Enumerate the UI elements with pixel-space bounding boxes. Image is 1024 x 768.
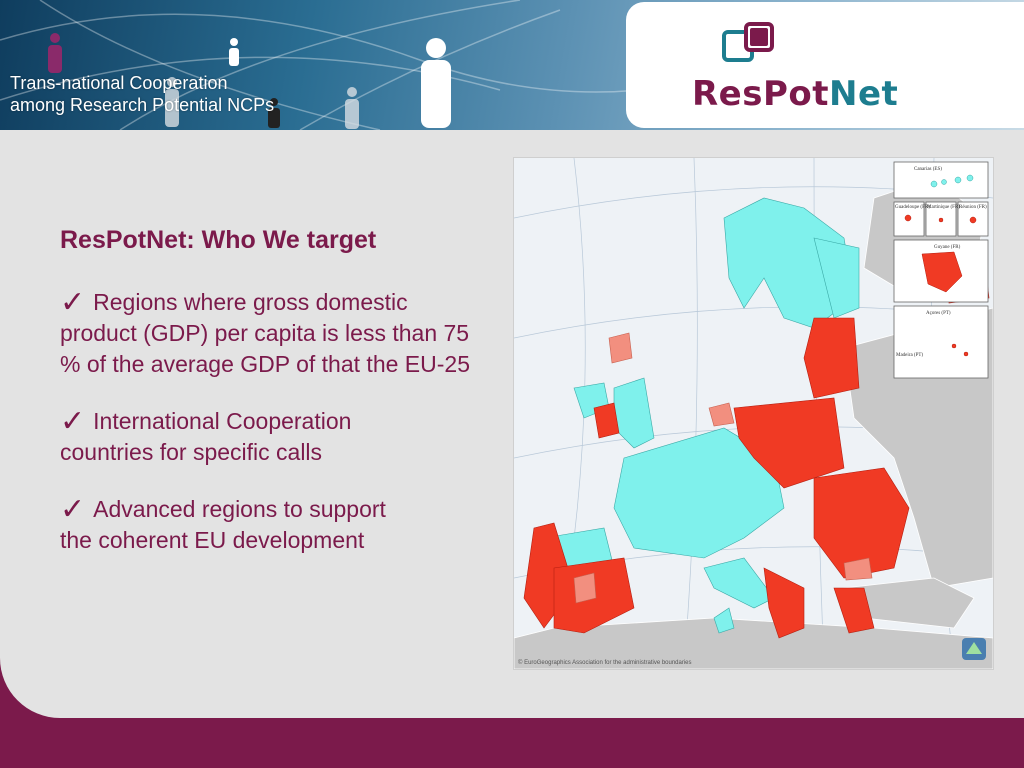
inset-label: Guyane (FR) [934, 245, 961, 250]
inset-labels: Canarias (ES) Guadeloupe (FR) Martinique… [895, 167, 987, 358]
logo-text-respot: ResPot [692, 74, 830, 114]
logo-text-net: Net [829, 74, 899, 114]
bullet-rest: product (GDP) per capita is less than 75… [60, 320, 470, 377]
bullet-first-line: Regions where gross domestic [93, 289, 408, 315]
header-banner: Trans-national Cooperation among Researc… [0, 0, 1024, 130]
inset-label: Canarias (ES) [914, 167, 942, 172]
logo-wordmark: ResPotNet [692, 74, 898, 114]
inset-label: Réunion (FR) [959, 205, 987, 210]
tagline-line-1: Trans-national Cooperation [10, 73, 228, 93]
banner-network-graphic [0, 0, 861, 130]
checkmark-icon: ✓ [60, 404, 86, 439]
checkmark-icon: ✓ [60, 492, 86, 527]
bullet-first-line: Advanced regions to support [93, 496, 386, 522]
europe-regions-map: Canarias (ES) Guadeloupe (FR) Martinique… [513, 157, 994, 670]
bullet-advanced-regions: ✓ Advanced regions to support the coheren… [60, 494, 480, 556]
inset-label: Açores (PT) [926, 311, 951, 316]
map-publisher-icon [962, 638, 986, 660]
bullet-rest: countries for specific calls [60, 439, 323, 465]
logo-squares-icon [722, 22, 774, 62]
slide-heading: ResPotNet: Who We target [60, 226, 377, 254]
inset-label: Martinique (FR) [927, 205, 960, 210]
tagline: Trans-national Cooperation among Researc… [10, 72, 340, 116]
slide-text: ResPotNet: Who We target ✓ Regions where … [60, 226, 480, 582]
people-figures-graphic [48, 33, 451, 129]
tagline-line-2: among Research Potential NCPs [10, 95, 275, 115]
bullet-rest: the coherent EU development [60, 527, 365, 553]
checkmark-icon: ✓ [60, 285, 86, 320]
bullet-international-cooperation: ✓ International Cooperation countries for… [60, 406, 480, 468]
map-graphic: Canarias (ES) Guadeloupe (FR) Martinique… [514, 158, 993, 669]
respotnet-logo: ResPotNet [626, 2, 1024, 128]
map-copyright: © EuroGeographics Association for the ad… [518, 660, 692, 666]
inset-label: Guadeloupe (FR) [895, 205, 930, 210]
inset-label: Madeira (PT) [896, 353, 923, 358]
bullet-first-line: International Cooperation [93, 408, 352, 434]
bullet-gdp-regions: ✓ Regions where gross domestic product (G… [60, 287, 480, 380]
